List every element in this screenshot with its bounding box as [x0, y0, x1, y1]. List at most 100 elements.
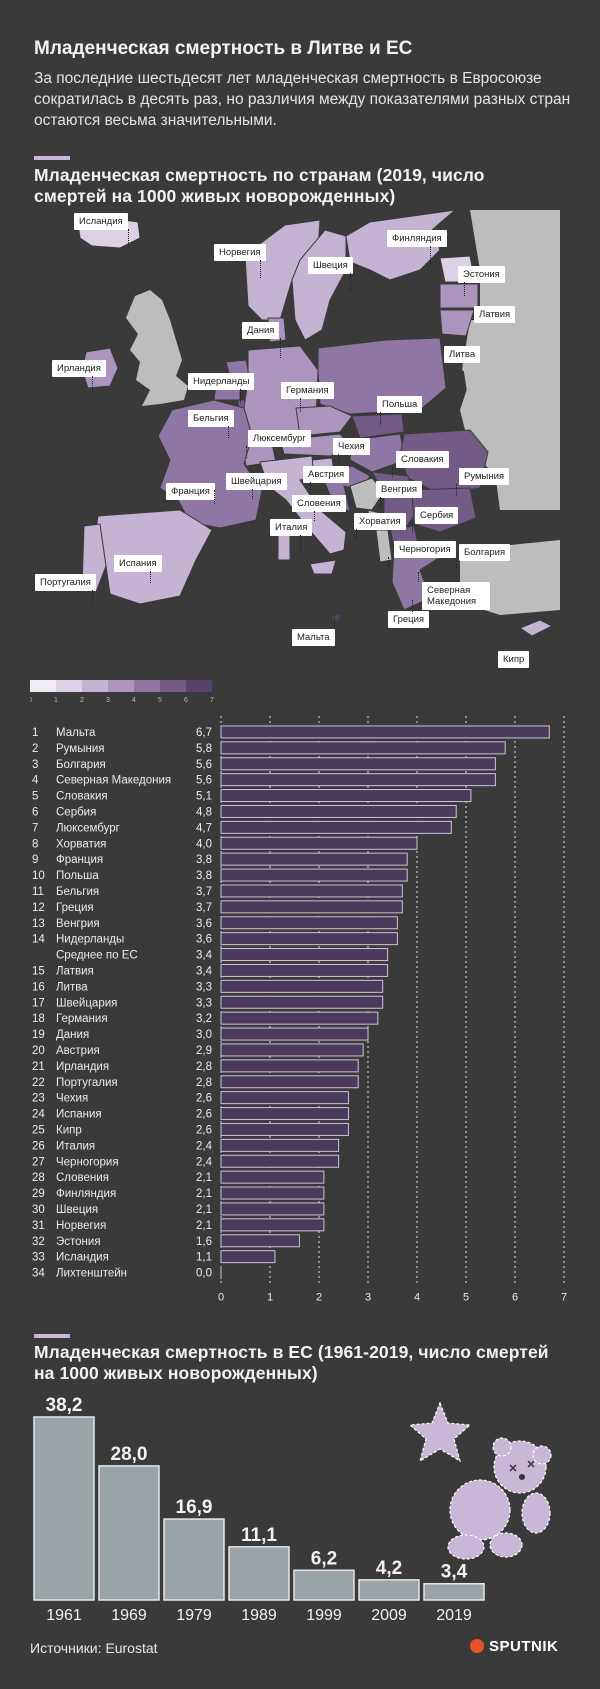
rank-label: 12 — [32, 902, 45, 914]
bar-row: 26 Италия 2,4 — [32, 1138, 340, 1152]
history-bar — [33, 1416, 95, 1601]
history-bar-group: 3,4 2019 — [423, 1562, 485, 1624]
bar-row: 2 Румыния 5,8 — [32, 741, 506, 755]
leader-line — [356, 529, 357, 539]
rank-label: 9 — [32, 854, 38, 866]
history-value-label: 4,2 — [376, 1558, 402, 1579]
bar-row: 24 Испания 2,6 — [32, 1107, 349, 1121]
map-label-iceland: Исландия — [74, 213, 128, 230]
map-ukraine — [460, 380, 560, 500]
bar-row: 23 Чехия 2,6 — [32, 1091, 349, 1105]
value-label: 1,6 — [196, 1236, 212, 1248]
bar-row: 28 Словения 2,1 — [32, 1170, 325, 1184]
history-bar-group: 11,1 1989 — [228, 1525, 290, 1624]
history-bar — [358, 1579, 420, 1601]
legend-tick: 2 — [80, 697, 84, 704]
country-bar-chart: 1 Мальта 6,7 2 Румыния 5,8 3 Болгария 5,6 4 Северн… — [32, 716, 567, 1304]
map-label-czechia: Чехия — [333, 438, 370, 455]
map-label-hungary: Венгрия — [376, 481, 423, 498]
bar-row: 34 Лихтенштейн 0,0 — [32, 1266, 222, 1280]
rank-label: 23 — [32, 1093, 45, 1105]
value-label: 2,1 — [196, 1220, 212, 1232]
value-label: 4,0 — [196, 838, 212, 850]
leader-line — [300, 398, 301, 412]
bar-row: 30 Швеция 2,1 — [32, 1202, 325, 1216]
leader-line — [92, 376, 93, 392]
legend-tick: 4 — [132, 697, 136, 704]
history-year-label: 2019 — [436, 1607, 472, 1624]
value-label: 2,4 — [196, 1156, 213, 1168]
leader-line — [280, 338, 281, 358]
rank-label: 28 — [32, 1172, 45, 1184]
page-title: Младенческая смертность в Литве и ЕС — [34, 38, 413, 59]
rank-label: 30 — [32, 1204, 45, 1216]
bar — [220, 820, 452, 834]
bar-row: 25 Кипр 2,6 — [32, 1122, 349, 1136]
history-section-title: Младенческая смертность в ЕС (1961-2019,… — [34, 1342, 549, 1383]
map-label-belgium: Бельгия — [188, 410, 234, 427]
section-accent — [34, 1334, 70, 1338]
history-year-label: 1961 — [46, 1607, 82, 1624]
bar — [220, 884, 403, 898]
rank-label: 32 — [32, 1236, 45, 1248]
country-label: Польша — [56, 870, 99, 882]
country-label: Латвия — [56, 965, 94, 977]
country-label: Австрия — [56, 1045, 100, 1057]
map-label-switzerland: Швейцария — [226, 473, 287, 490]
bar-row: 14 Нидерланды 3,6 — [32, 932, 398, 946]
country-label: Ирландия — [56, 1061, 109, 1073]
map-cyprus — [518, 619, 554, 637]
legend-swatch — [30, 680, 56, 692]
x-tick-label: 1 — [267, 1292, 273, 1304]
value-label: 4,8 — [196, 806, 212, 818]
map-label-spain: Испания — [114, 555, 162, 572]
country-label: Кипр — [56, 1124, 82, 1136]
country-label: Сербия — [56, 806, 96, 818]
history-bar — [423, 1582, 485, 1601]
leader-line — [388, 557, 389, 567]
country-label: Нидерланды — [56, 934, 124, 946]
map-label-romania: Румыния — [459, 468, 510, 485]
map-lithuania — [439, 309, 475, 337]
map-bosnia — [349, 477, 385, 511]
country-label: Словения — [56, 1172, 109, 1184]
history-bar-group: 4,2 2009 — [358, 1558, 420, 1624]
bar — [220, 963, 389, 977]
value-label: 2,8 — [196, 1061, 212, 1073]
value-label: 3,4 — [196, 950, 213, 962]
europe-map — [77, 210, 560, 637]
star-icon — [410, 1401, 472, 1463]
value-label: 3,2 — [196, 1013, 212, 1025]
map-label-latvia: Латвия — [474, 306, 516, 323]
value-label: 3,8 — [196, 854, 212, 866]
history-bar-group: 28,0 1969 — [98, 1444, 160, 1624]
map-slovakia — [351, 413, 405, 439]
map-label-finland: Финляндия — [387, 230, 447, 247]
bar-row: 19 Дания 3,0 — [32, 1027, 369, 1041]
value-label: 2,6 — [196, 1109, 212, 1121]
map-moldova — [492, 448, 505, 472]
leader-line — [150, 571, 151, 583]
rank-label: 31 — [32, 1220, 45, 1232]
value-label: 3,6 — [196, 934, 212, 946]
sputnik-icon — [470, 1639, 484, 1653]
rank-label: 22 — [32, 1077, 45, 1089]
value-label: 5,1 — [196, 791, 212, 803]
history-bar-group: 38,2 1961 — [33, 1395, 95, 1624]
country-label: Люксембург — [56, 822, 120, 834]
value-label: 6,7 — [196, 727, 212, 739]
history-bar — [293, 1569, 355, 1601]
country-label: Швеция — [56, 1204, 98, 1216]
history-year-label: 1969 — [111, 1607, 147, 1624]
rank-label: 17 — [32, 997, 45, 1009]
map-uk — [126, 290, 188, 406]
leader-line — [418, 572, 419, 582]
bar — [220, 900, 403, 914]
teddy-bear-icon — [447, 1437, 552, 1560]
legend-swatch — [108, 680, 134, 692]
map-label-poland: Польша — [377, 396, 423, 413]
bar-row: 31 Норвегия 2,1 — [32, 1218, 325, 1232]
bar-row: 10 Польша 3,8 — [32, 868, 408, 882]
country-label: Эстония — [56, 1236, 101, 1248]
